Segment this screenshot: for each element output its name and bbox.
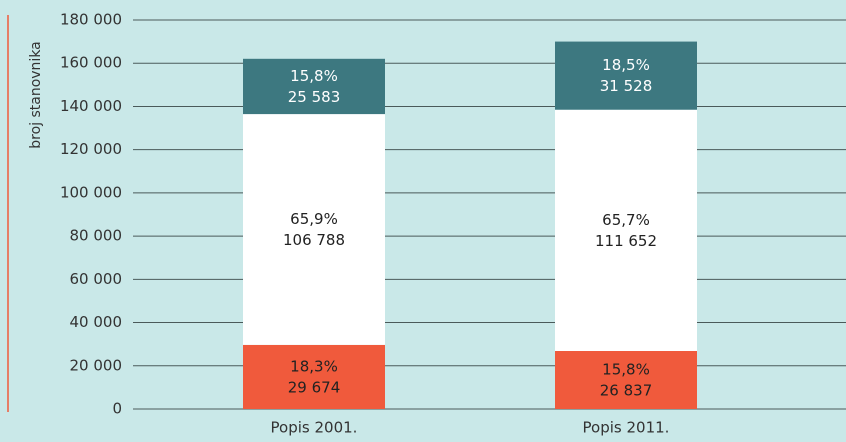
value-label: 25 583 bbox=[288, 88, 341, 106]
value-label: 26 837 bbox=[600, 382, 653, 400]
y-tick-label: 80 000 bbox=[70, 227, 123, 245]
value-label: 31 528 bbox=[600, 77, 653, 95]
percent-label: 15,8% bbox=[602, 361, 650, 379]
value-label: 111 652 bbox=[595, 232, 657, 250]
bar-segment bbox=[243, 114, 385, 345]
y-tick-label: 60 000 bbox=[70, 270, 123, 288]
x-tick-label: Popis 2001. bbox=[271, 419, 358, 437]
percent-label: 65,7% bbox=[602, 211, 650, 229]
y-tick-label: 160 000 bbox=[60, 54, 122, 72]
y-tick-label: 180 000 bbox=[60, 11, 122, 29]
bar-segment bbox=[243, 344, 385, 409]
y-axis-label: broj stanovnika bbox=[28, 41, 44, 149]
bar-segment bbox=[243, 58, 385, 115]
y-tick-label: 20 000 bbox=[70, 356, 123, 374]
y-tick-label: 0 bbox=[112, 400, 122, 418]
y-tick-label: 120 000 bbox=[60, 140, 122, 158]
bar-segment bbox=[555, 41, 697, 110]
bar-segment bbox=[555, 109, 697, 352]
value-label: 106 788 bbox=[283, 231, 345, 249]
x-tick-label: Popis 2011. bbox=[583, 419, 670, 437]
bar-segment bbox=[555, 351, 697, 409]
percent-label: 18,5% bbox=[602, 56, 650, 74]
y-tick-label: 40 000 bbox=[70, 313, 123, 331]
percent-label: 15,8% bbox=[290, 67, 338, 85]
value-label: 29 674 bbox=[288, 378, 341, 396]
y-tick-label: 100 000 bbox=[60, 183, 122, 201]
percent-label: 18,3% bbox=[290, 357, 338, 375]
percent-label: 65,9% bbox=[290, 210, 338, 228]
y-tick-label: 140 000 bbox=[60, 97, 122, 115]
